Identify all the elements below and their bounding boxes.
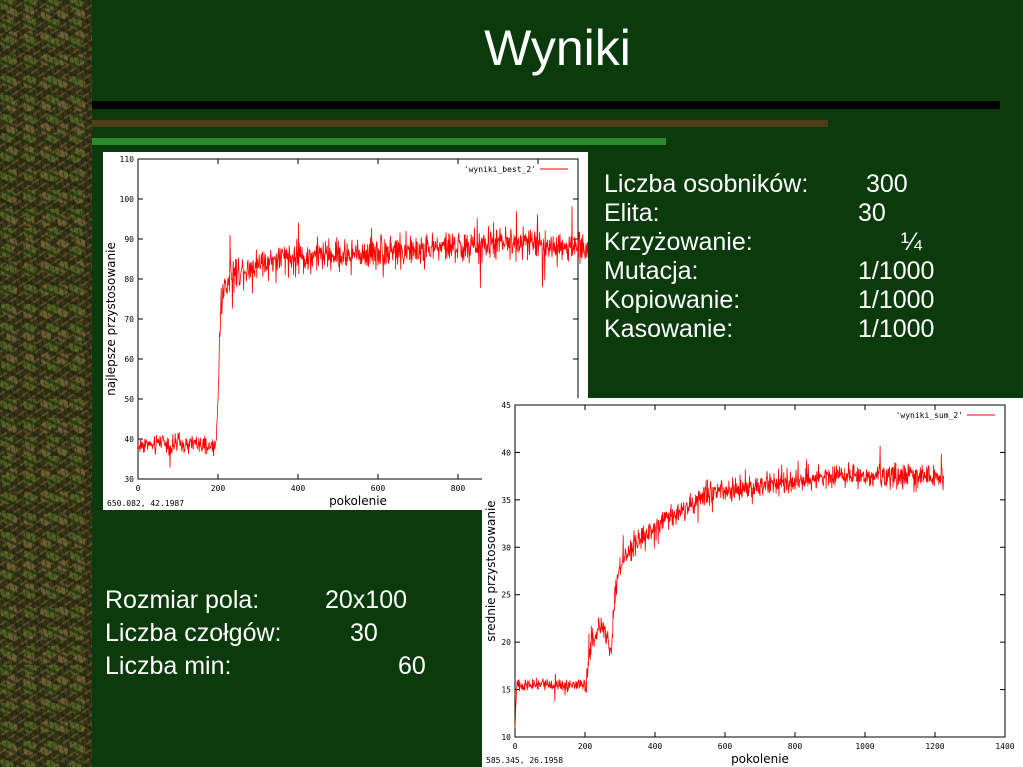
param-value: 1/1000 [858,315,935,343]
y-tick-label: 20 [501,638,511,647]
coords-readout: 585.345, 26.1958 [486,756,563,765]
param-label: Liczba osobników: [604,170,809,198]
divider-bar-black [92,101,1000,109]
slide-title: Wyniki [484,20,631,76]
x-tick-label: 400 [291,484,306,493]
x-tick-label: 1400 [995,742,1014,751]
y-tick-label: 30 [501,543,511,552]
x-tick-label: 800 [788,742,803,751]
divider-bar-brown [92,120,828,127]
x-tick-label: 0 [513,742,518,751]
info-label: Liczba czołgów: [105,619,282,647]
chart-average-svg: 10 15 20 25 30 35 40 45 0 200 400 600 800 1000 1200 140… [484,401,1015,766]
x-axis-label: pokolenie [329,494,387,508]
chart-average-fitness: 10 15 20 25 30 35 40 45 0 200 400 600 800 1000 1200 140… [482,398,1023,767]
info-label: Liczba min: [105,652,232,680]
x-tick-label: 1200 [925,742,944,751]
x-tick-label: 1000 [855,742,874,751]
y-tick-label: 30 [124,475,134,484]
coords-readout: 650.082, 42.1987 [107,499,184,508]
param-label: Krzyżowanie: [604,228,753,256]
param-label: Mutacja: [604,257,699,285]
x-tick-label: 800 [451,484,466,493]
y-tick-label: 25 [501,591,511,600]
y-tick-label: 15 [501,686,511,695]
y-tick-label: 70 [124,315,134,324]
param-value: ¼ [901,228,922,256]
info-value: 20x100 [325,586,408,614]
y-tick-label: 100 [120,195,135,204]
x-tick-label: 200 [578,742,593,751]
param-value: 1/1000 [858,257,935,285]
param-label: Kopiowanie: [604,286,741,314]
y-tick-label: 80 [124,275,134,284]
y-axis-label: najlepsze przystosowanie [104,242,118,396]
param-label: Kasowanie: [604,315,734,343]
info-value: 60 [398,652,426,680]
param-value: 30 [858,199,886,227]
y-tick-label: 40 [124,435,134,444]
x-tick-label: 600 [718,742,733,751]
series-line [137,206,588,468]
param-value: 1/1000 [858,286,935,314]
chart-best-fitness: 3040506070809010011002004006008001000pok… [103,152,588,510]
y-tick-label: 10 [501,733,511,742]
legend-entry: 'wyniki_best_2' [464,165,536,174]
x-axis-label: pokolenie [731,752,789,766]
y-axis-label: srednie przystosowanie [484,500,498,641]
info-label: Rozmiar pola: [105,586,260,614]
y-tick-label: 50 [124,395,134,404]
y-tick-label: 90 [124,235,134,244]
y-tick-label: 40 [501,448,511,457]
x-tick-label: 200 [211,484,226,493]
textured-sidebar [0,0,92,767]
param-value: 300 [866,170,908,198]
info-value: 30 [350,619,378,647]
series-line [514,445,945,729]
x-tick-label: 600 [371,484,386,493]
y-tick-label: 35 [501,496,511,505]
y-tick-label: 110 [120,155,135,164]
y-tick-label: 45 [501,401,511,410]
x-tick-label: 0 [136,484,141,493]
divider-bar-green [92,138,666,145]
plot-frame [514,404,1006,738]
legend-entry: 'wyniki_sum_2' [896,411,963,420]
param-label: Elita: [604,199,660,227]
x-tick-label: 400 [648,742,663,751]
y-tick-label: 60 [124,355,134,364]
